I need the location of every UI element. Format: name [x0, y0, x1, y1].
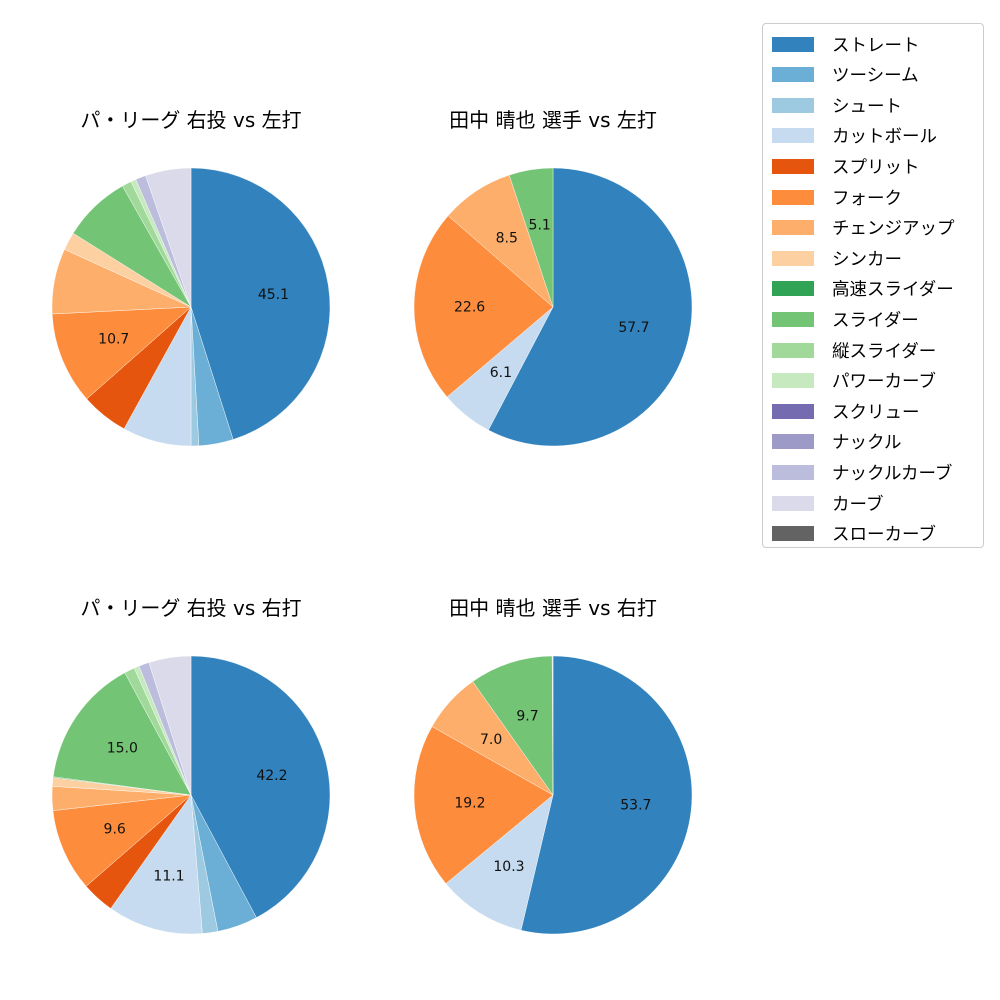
- legend-swatch-icon: [772, 36, 814, 52]
- pie-slice: [145, 167, 192, 308]
- slice-value-label: 5.1: [529, 218, 551, 234]
- legend-item: カットボール: [772, 124, 937, 148]
- legend-label: シュート: [832, 96, 902, 117]
- legend-label: ナックルカーブ: [832, 463, 953, 484]
- legend-label: ナックル: [832, 433, 902, 454]
- legend-label: スライダー: [832, 310, 919, 331]
- slice-value-label: 22.6: [454, 299, 485, 315]
- legend-swatch-icon: [772, 495, 814, 511]
- pie-slice: [190, 655, 331, 918]
- legend: ストレートツーシームシュートカットボール スプリットフォークチェンジアップ シンカー…: [762, 23, 984, 548]
- legend-label: スプリット: [832, 157, 920, 178]
- pie-title: パ・リーグ 右投 vs 右打: [80, 596, 302, 620]
- legend-label: フォーク: [832, 188, 902, 209]
- legend-item: ナックル: [772, 430, 901, 454]
- legend-label: スクリュー: [832, 402, 920, 423]
- pie-slice: [148, 655, 192, 796]
- pie-slice: [110, 794, 203, 935]
- legend-swatch-icon: [772, 434, 814, 450]
- legend-swatch-icon: [772, 464, 814, 480]
- slice-value-label: 10.3: [493, 859, 524, 875]
- pie-slice: [551, 655, 554, 796]
- legend-item: フォーク: [772, 185, 902, 209]
- legend-item: スライダー: [772, 307, 919, 331]
- legend-item: ナックルカーブ: [772, 460, 952, 484]
- legend-swatch-icon: [772, 526, 814, 542]
- legend-label: カーブ: [832, 494, 884, 515]
- legend-item: ストレート: [772, 32, 920, 56]
- legend-swatch-icon: [772, 281, 814, 297]
- pie-slice: [445, 794, 554, 931]
- legend-label: 高速スライダー: [832, 280, 954, 301]
- legend-label: ツーシーム: [832, 66, 919, 87]
- legend-item: 高速スライダー: [772, 277, 954, 301]
- slice-value-label: 9.7: [516, 709, 538, 725]
- legend-label: チェンジアップ: [832, 219, 955, 240]
- legend-swatch-icon: [772, 67, 814, 83]
- pie-slice: [472, 655, 554, 796]
- slice-value-label: 19.2: [454, 795, 485, 811]
- slice-value-label: 8.5: [496, 231, 518, 247]
- legend-item: カーブ: [772, 491, 883, 515]
- pie-slice: [413, 215, 554, 398]
- legend-swatch-icon: [772, 158, 814, 174]
- legend-swatch-icon: [772, 250, 814, 266]
- legend-swatch-icon: [772, 342, 814, 358]
- pie-slice: [488, 167, 693, 447]
- pie-slice: [413, 726, 554, 884]
- slice-value-label: 10.7: [98, 331, 129, 347]
- slice-value-label: 7.0: [480, 732, 502, 748]
- legend-item: チェンジアップ: [772, 216, 955, 240]
- slice-value-label: 42.2: [256, 768, 287, 784]
- legend-item: 縦スライダー: [772, 338, 936, 362]
- legend-label: 縦スライダー: [832, 341, 937, 362]
- pie-slice: [508, 167, 554, 308]
- legend-swatch-icon: [772, 403, 814, 419]
- pie-title: 田中 晴也 選手 vs 左打: [449, 108, 657, 132]
- slice-value-label: 15.0: [107, 741, 138, 757]
- slice-value-label: 53.7: [620, 798, 651, 814]
- legend-label: パワーカーブ: [832, 372, 936, 393]
- slice-value-label: 9.6: [104, 822, 126, 838]
- legend-swatch-icon: [772, 189, 814, 205]
- legend-item: パワーカーブ: [772, 369, 936, 393]
- legend-swatch-icon: [772, 128, 814, 144]
- pie-slice: [52, 672, 192, 796]
- legend-swatch-icon: [772, 311, 814, 327]
- legend-label: ストレート: [832, 35, 920, 56]
- pie-title: 田中 晴也 選手 vs 右打: [449, 596, 657, 620]
- legend-swatch-icon: [772, 97, 814, 113]
- legend-item: シュート: [772, 93, 902, 117]
- legend-item: シンカー: [772, 246, 902, 270]
- slice-value-label: 45.1: [258, 287, 289, 303]
- slice-value-label: 57.7: [618, 320, 649, 336]
- pie-title: パ・リーグ 右投 vs 左打: [80, 108, 302, 132]
- pie-slice: [51, 306, 192, 400]
- legend-item: スクリュー: [772, 399, 920, 423]
- pie-slice: [520, 655, 693, 935]
- legend-label: スローカーブ: [832, 525, 936, 546]
- slice-value-label: 11.1: [153, 868, 184, 884]
- legend-item: スプリット: [772, 154, 920, 178]
- legend-swatch-icon: [772, 373, 814, 389]
- legend-item: スローカーブ: [772, 522, 936, 546]
- pie-slice: [190, 167, 331, 440]
- legend-label: カットボール: [832, 127, 937, 148]
- slice-value-label: 6.1: [490, 365, 512, 381]
- legend-swatch-icon: [772, 220, 814, 236]
- legend-item: ツーシーム: [772, 63, 919, 87]
- legend-label: シンカー: [832, 249, 902, 270]
- pie-slice: [52, 794, 192, 887]
